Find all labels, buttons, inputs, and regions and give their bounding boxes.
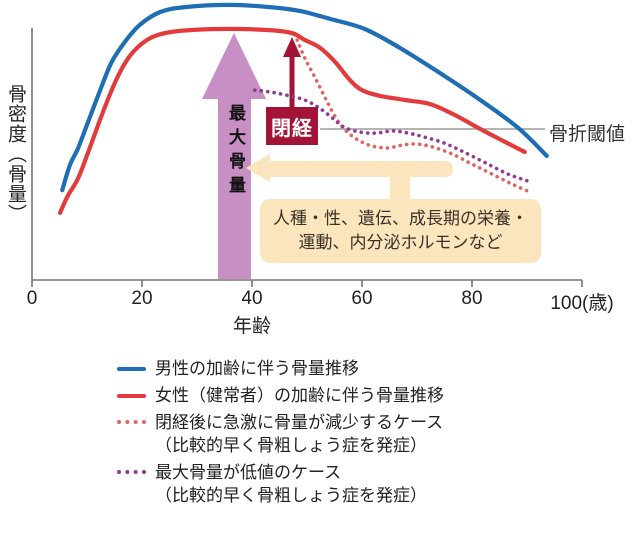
legend-label: 閉経後に急激に骨量が減少するケース: [155, 413, 444, 432]
male-bone-mass-curve: [60, 2, 549, 193]
female-line-swatch: [117, 394, 146, 398]
factors-arrow: [246, 154, 453, 200]
menopause-arrow-shaft: [289, 52, 295, 108]
low-peak-bone-mass-curve: [252, 88, 530, 183]
legend-item-female: 女性（健常者）の加齢に伴う骨量推移: [117, 384, 444, 407]
legend-label: 男性の加齢に伴う骨量推移: [155, 359, 359, 378]
low-peak-dotted-swatch: [117, 470, 146, 474]
female-bone-mass-curve: [57, 26, 527, 215]
legend-item-rapid-loss: 閉経後に急激に骨量が減少するケース （比較的早く骨粗しょう症を発症）: [117, 411, 444, 457]
menopause-arrow-head: [283, 37, 301, 57]
legend-label: 女性（健常者）の加齢に伴う骨量推移: [155, 386, 444, 405]
chart-legend: 男性の加齢に伴う骨量推移 女性（健常者）の加齢に伴う骨量推移 閉経後に急激に骨量…: [117, 357, 444, 511]
peak-bone-mass-arrow: [202, 33, 266, 279]
rapid-loss-dotted-swatch: [117, 420, 146, 424]
legend-label: 最大骨量が低値のケース: [155, 463, 342, 482]
legend-item-male: 男性の加齢に伴う骨量推移: [117, 357, 444, 380]
male-line-swatch: [117, 367, 146, 371]
legend-item-low-peak: 最大骨量が低値のケース （比較的早く骨粗しょう症を発症）: [117, 461, 444, 507]
rapid-loss-after-menopause-curve: [295, 38, 532, 194]
legend-note: （比較的早く骨粗しょう症を発症）: [155, 486, 427, 505]
legend-note: （比較的早く骨粗しょう症を発症）: [155, 436, 427, 455]
bone-density-chart: [31, 2, 583, 287]
